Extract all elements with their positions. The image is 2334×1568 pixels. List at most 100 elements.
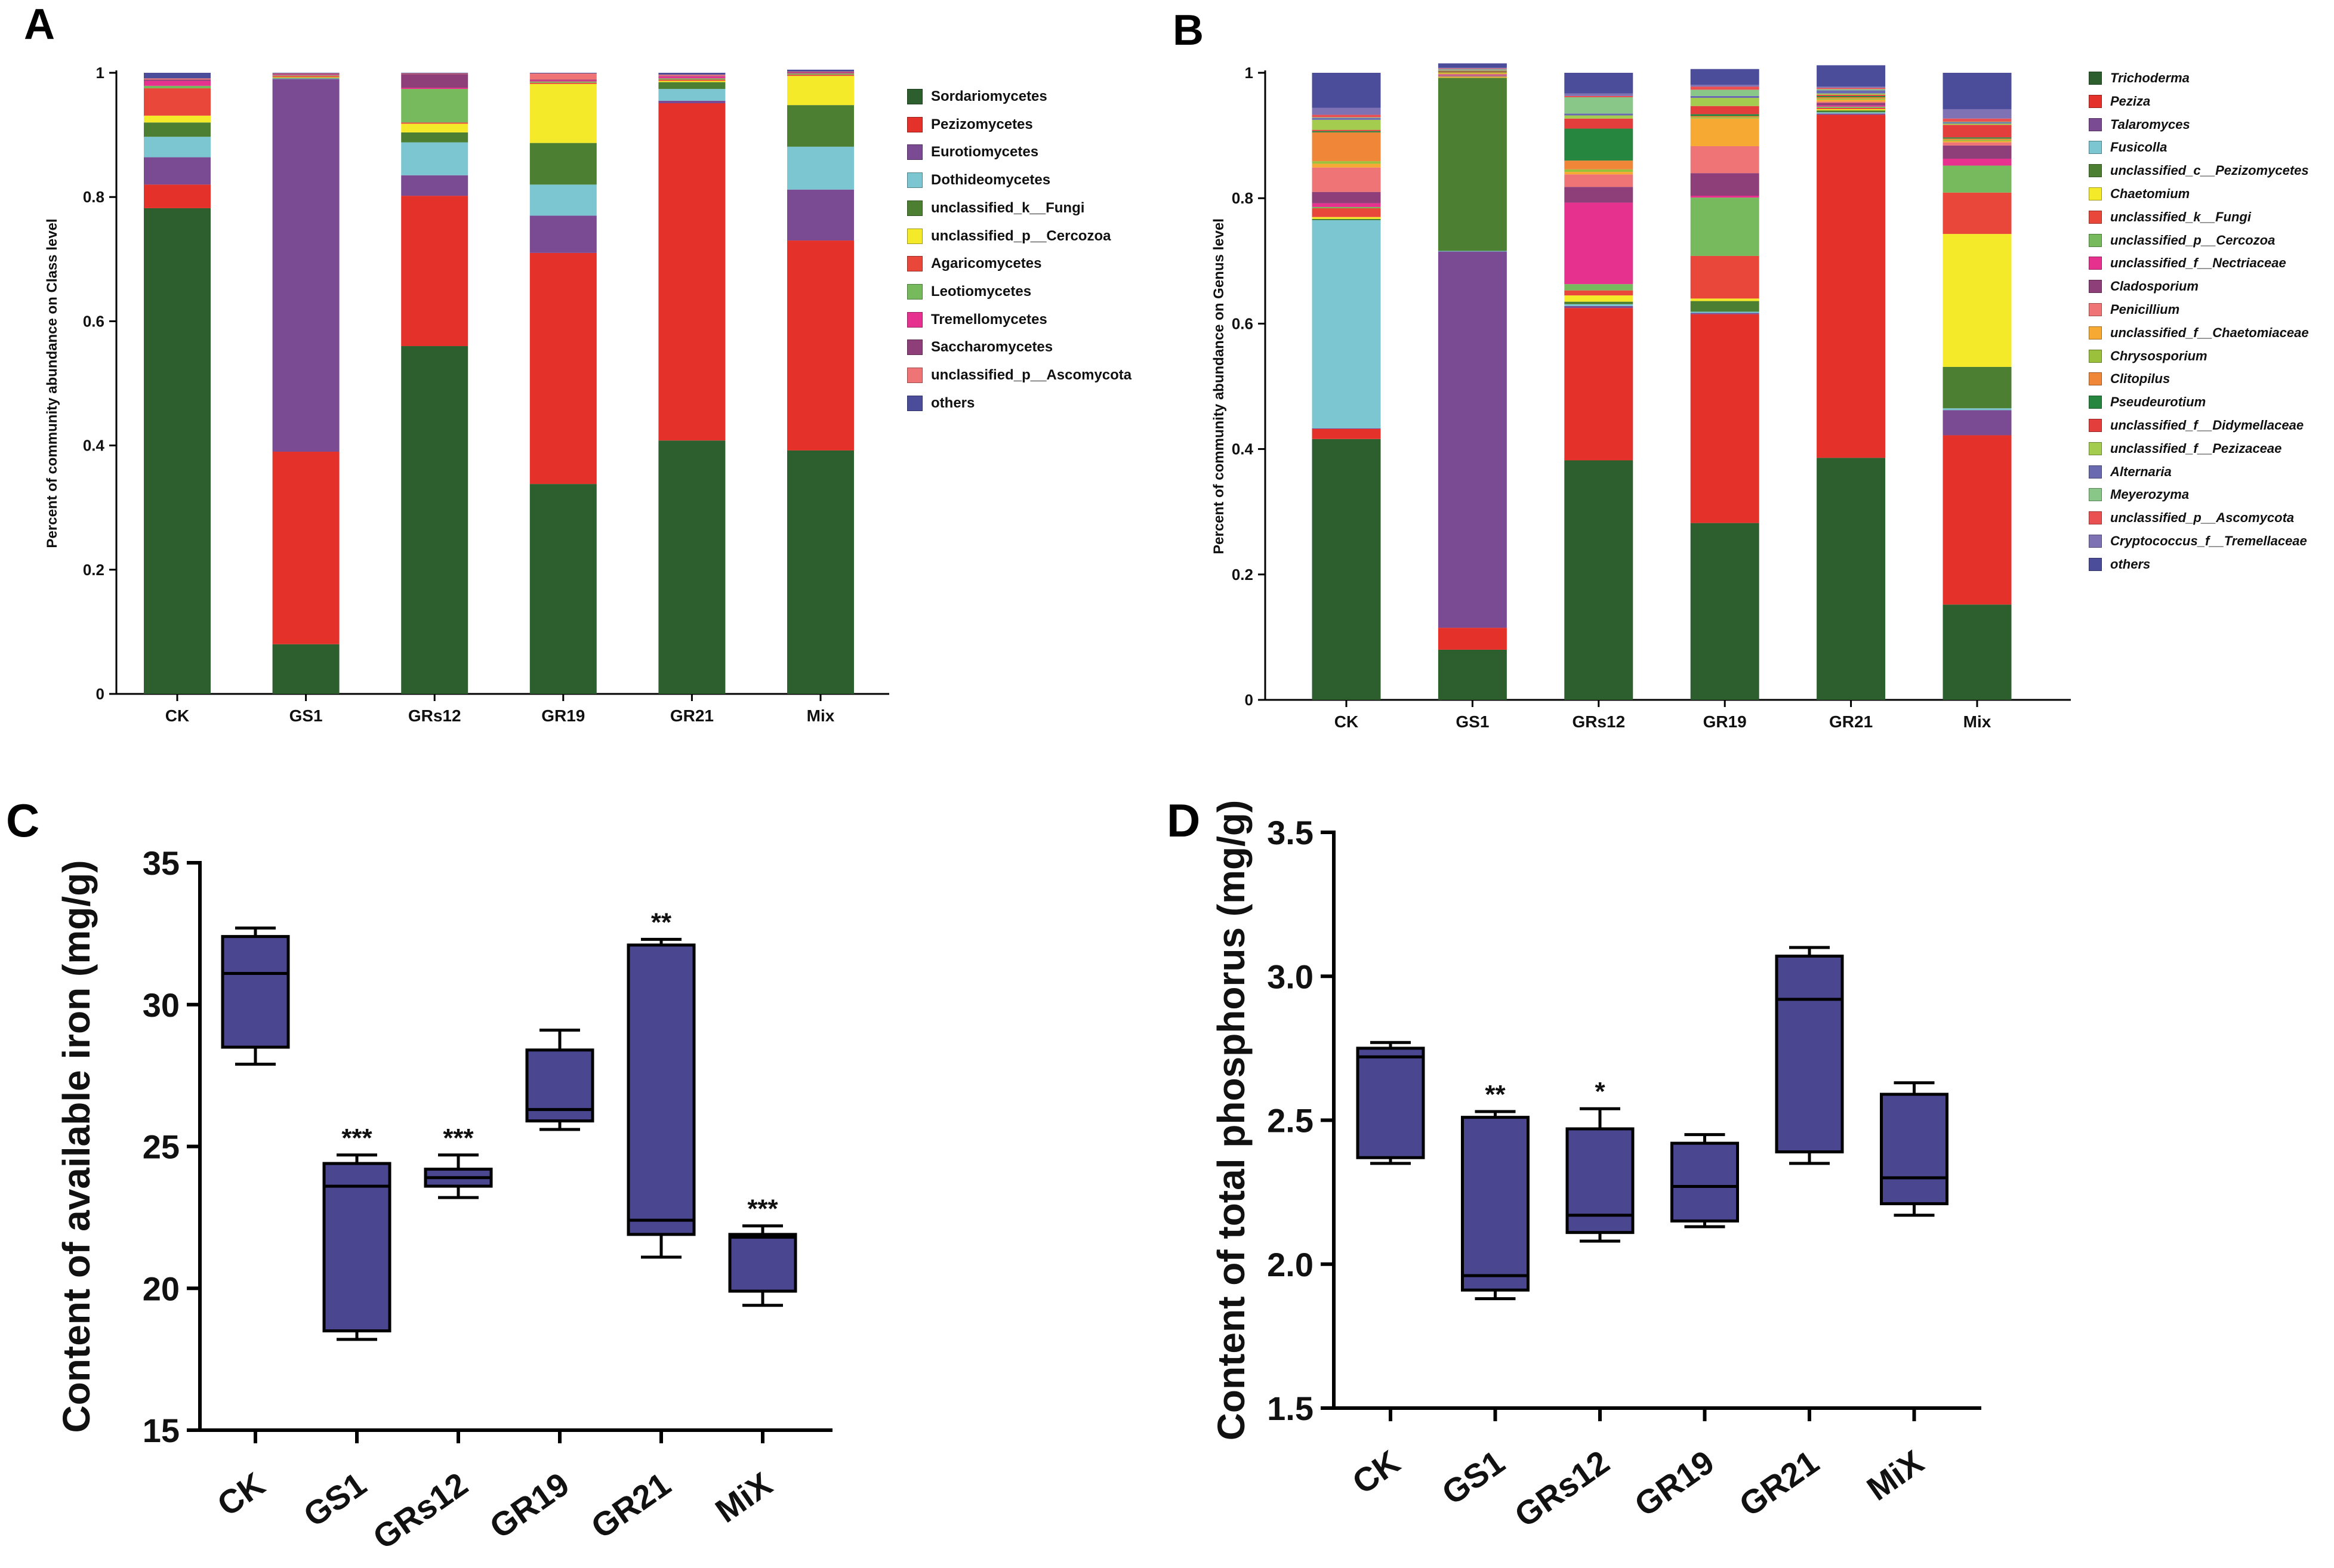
chart-b-bar-gr19-chrysosporium <box>1690 117 1759 119</box>
chart-b-legend-label: unclassified_f__Nectriaceae <box>2110 255 2286 271</box>
chart-b-bar-ck-trichoderma <box>1312 439 1381 700</box>
chart-d-significance-gs1: ** <box>1485 1080 1506 1109</box>
chart-b-legend-swatch <box>2089 141 2102 155</box>
chart-b-bar-grs12-penicillium <box>1564 174 1633 187</box>
chart-b-bar-mix-unclassified-k-fungi <box>1943 192 2012 234</box>
chart-a-x-tick-label: GRs12 <box>408 706 461 725</box>
chart-a-legend-item: unclassified_p__Ascomycota <box>907 363 1131 387</box>
chart-b-bar-mix-unclassified-p-cercozoa <box>1943 165 2012 193</box>
chart-b-legend-swatch <box>2089 118 2102 131</box>
chart-a-legend-label: unclassified_p__Cercozoa <box>931 227 1111 244</box>
chart-b-bar-mix-unclassified-f-pezizaceae <box>1943 124 2012 125</box>
chart-a-legend-item: Eurotiomycetes <box>907 140 1038 164</box>
chart-a-bar-gr19-saccharomycetes <box>529 79 597 81</box>
chart-b-bar-ck-penicillium <box>1312 167 1381 192</box>
chart-b-bar-gs1-unclassified-f-pezizaceae <box>1438 70 1507 71</box>
chart-b-legend-swatch <box>2089 442 2102 455</box>
chart-c-x-tick-label: GR19 <box>483 1465 576 1546</box>
chart-b-y-tick-label: 1 <box>1245 64 1253 82</box>
chart-b-bar-ck-chrysosporium <box>1312 161 1381 164</box>
chart-b-bar-ck-talaromyces <box>1312 428 1381 429</box>
chart-b-legend-label: Alternaria <box>2110 464 2172 479</box>
chart-a-legend-label: unclassified_p__Ascomycota <box>931 367 1132 383</box>
chart-a-bar-gr19-tremellomycetes <box>529 80 597 82</box>
chart-b-legend-swatch <box>2089 164 2102 178</box>
chart-a-bar-gr21-unclassified-k-fungi <box>658 82 726 89</box>
chart-b-bar-grs12-clitopilus <box>1564 160 1633 169</box>
chart-c-y-tick-label: 20 <box>143 1270 180 1307</box>
chart-a-bar-gr19-leotiomycetes <box>529 81 597 83</box>
chart-a-bar-ck-dothideomycetes <box>144 137 211 158</box>
chart-b-bar-gr21-meyerozyma <box>1817 89 1886 91</box>
chart-a-bar-mix-saccharomycetes <box>787 72 854 73</box>
chart-d-x-tick-label: GS1 <box>1435 1443 1511 1512</box>
chart-b-bar-ck-cryptococcus-f-tremellaceae <box>1312 107 1381 115</box>
chart-b-legend-label: Peziza <box>2110 93 2151 109</box>
chart-b-bar-ck-cladosporium <box>1312 192 1381 203</box>
chart-a-y-tick-label: 0.6 <box>83 312 104 330</box>
chart-a-bar-mix-dothideomycetes <box>787 146 854 190</box>
chart-b-bar-gr19-unclassified-f-chaetomiaceae <box>1690 118 1759 146</box>
chart-a-bar-ck-tremellomycetes <box>144 81 211 86</box>
chart-b-legend-label: Penicillium <box>2110 302 2180 317</box>
chart-a-legend-item: Sordariomycetes <box>907 85 1047 109</box>
chart-b-bar-grs12-peziza <box>1564 308 1633 461</box>
chart-b-bar-mix-clitopilus <box>1943 138 2012 140</box>
chart-b-bar-mix-pseudeurotium <box>1943 137 2012 139</box>
chart-a-legend-label: Agaricomycetes <box>931 255 1042 272</box>
chart-b-bar-gr21-pseudeurotium <box>1817 95 1886 97</box>
chart-d-x-tick-label: GR19 <box>1627 1443 1721 1524</box>
chart-b-bar-ck-unclassified-f-didymellaceae <box>1312 129 1381 131</box>
chart-a-bar-ck-unclassified-p-ascomycota <box>144 78 211 80</box>
chart-a-class-level: 0 0.2 0.4 0.6 0.8 1 Percent of community abund… <box>44 64 889 725</box>
chart-b-bar-mix-cryptococcus-f-tremellaceae <box>1943 109 2012 119</box>
chart-b-legend-swatch <box>2089 187 2102 200</box>
chart-b-legend-item: Meyerozyma <box>2089 484 2189 505</box>
chart-a-bar-gs1-leotiomycetes <box>272 75 340 76</box>
chart-b-legend-label: Chaetomium <box>2110 186 2190 201</box>
chart-d-total-phosphorus: 1.5 2.0 2.5 3.0 3.5 Content of total phosphor… <box>1210 800 1981 1535</box>
chart-a-legend-label: Leotiomycetes <box>931 283 1032 300</box>
chart-b-legend-label: unclassified_c__Pezizomycetes <box>2110 163 2309 178</box>
chart-b-bar-grs12-unclassified-f-nectriaceae <box>1564 202 1633 285</box>
chart-b-legend-label: Chrysosporium <box>2110 348 2207 363</box>
chart-c-y-tick-label: 35 <box>143 844 180 882</box>
chart-b-bar-grs12-cladosporium <box>1564 187 1633 203</box>
chart-a-y-axis-label: Percent of community abundance on Class … <box>44 218 60 548</box>
chart-b-bar-ck-peziza <box>1312 428 1381 439</box>
chart-b-legend-item: Fusicolla <box>2089 137 2167 158</box>
chart-b-legend-label: Trichoderma <box>2110 70 2190 85</box>
chart-b-legend-swatch <box>2089 233 2102 247</box>
chart-c-y-tick-label: 30 <box>143 986 180 1024</box>
chart-b-bar-grs12-talaromyces <box>1564 305 1633 308</box>
chart-b-bar-gr21-chaetomium <box>1817 109 1886 111</box>
chart-b-bar-grs12-unclassified-p-cercozoa <box>1564 284 1633 291</box>
chart-a-bar-gr19-unclassified-k-fungi <box>529 143 597 185</box>
chart-a-bar-grs12-pezizomycetes <box>401 196 468 347</box>
chart-b-legend-label: Clitopilus <box>2110 371 2170 387</box>
chart-b-bar-gs1-talaromyces <box>1438 251 1507 628</box>
chart-b-bar-gr19-unclassified-f-nectriaceae <box>1690 195 1759 198</box>
chart-b-bar-grs12-pseudeurotium <box>1564 128 1633 161</box>
chart-b-bar-gr21-trichoderma <box>1817 458 1886 700</box>
chart-a-bar-gr21-unclassified-p-ascomycota <box>658 75 726 76</box>
chart-b-legend-item: Cladosporium <box>2089 276 2199 297</box>
chart-b-bar-gr21-alternaria <box>1817 90 1886 94</box>
chart-b-y-tick-label: 0.4 <box>1232 440 1254 458</box>
chart-a-bar-mix-pezizomycetes <box>787 240 854 450</box>
chart-b-legend-item: unclassified_f__Chaetomiaceae <box>2089 323 2309 343</box>
chart-a-legend: Sordariomycetes Pezizomycetes Eurotiomycet… <box>907 85 1164 411</box>
chart-b-bar-mix-unclassified-f-didymellaceae <box>1943 125 2012 138</box>
chart-b-bar-gr21-unclassified-p-ascomycota <box>1817 88 1886 89</box>
chart-a-bar-gr19-unclassified-p-cercozoa <box>529 84 597 143</box>
chart-b-bar-gr21-clitopilus <box>1817 97 1886 99</box>
chart-b-legend-swatch <box>2089 535 2102 548</box>
chart-b-legend-label: Fusicolla <box>2110 140 2167 155</box>
chart-b-bar-grs12-others <box>1564 73 1633 94</box>
chart-a-legend-swatch <box>907 368 923 383</box>
chart-a-legend-label: Dothideomycetes <box>931 172 1051 189</box>
chart-b-bar-gr19-chaetomium <box>1690 298 1759 301</box>
chart-b-legend-label: unclassified_f__Pezizaceae <box>2110 440 2282 456</box>
chart-d-y-tick-label: 2.0 <box>1267 1246 1314 1283</box>
chart-c-significance-grs12: *** <box>443 1123 474 1153</box>
